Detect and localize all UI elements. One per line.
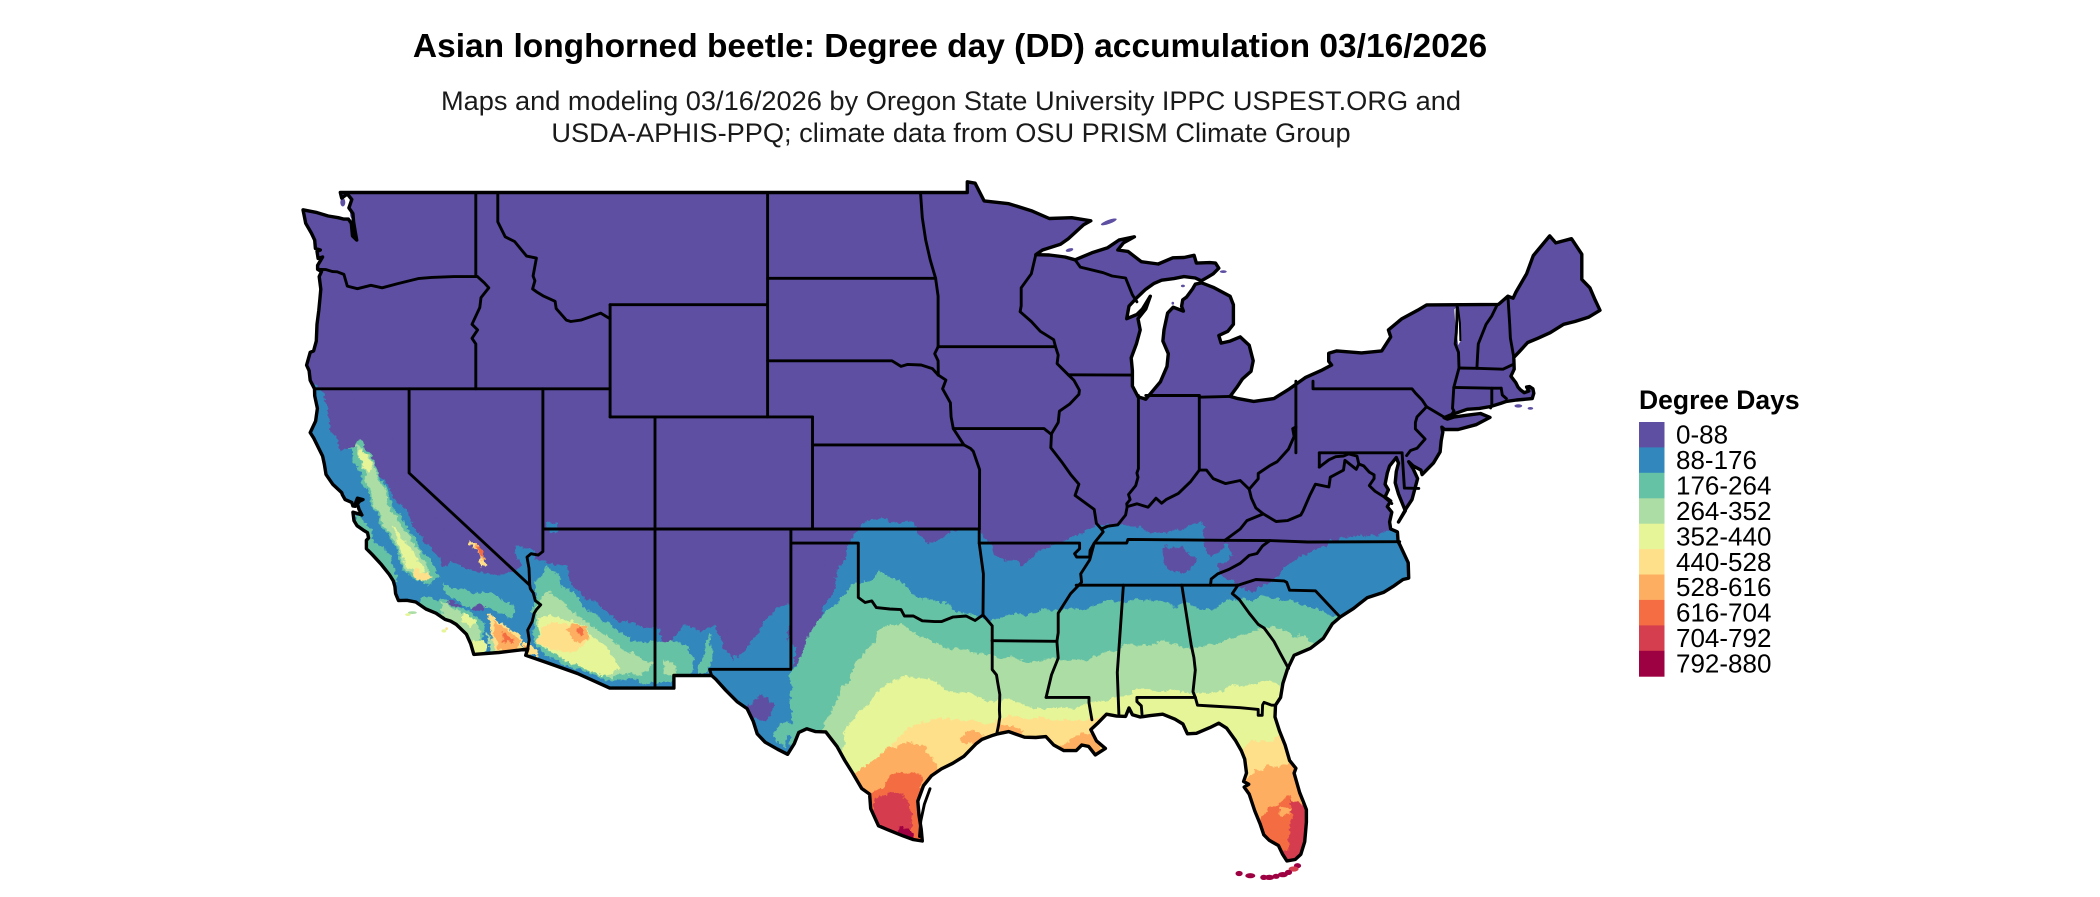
svg-text:0-88: 0-88 bbox=[1676, 420, 1728, 450]
svg-text:792-880: 792-880 bbox=[1676, 649, 1771, 679]
svg-text:88-176: 88-176 bbox=[1676, 445, 1757, 475]
svg-text:264-352: 264-352 bbox=[1676, 496, 1771, 526]
svg-text:176-264: 176-264 bbox=[1676, 471, 1771, 501]
svg-text:Degree Days: Degree Days bbox=[1639, 385, 1800, 415]
svg-text:528-616: 528-616 bbox=[1676, 572, 1771, 602]
svg-text:704-792: 704-792 bbox=[1676, 623, 1771, 653]
svg-text:616-704: 616-704 bbox=[1676, 598, 1771, 628]
svg-text:Maps and modeling 03/16/2026 b: Maps and modeling 03/16/2026 by Oregon S… bbox=[441, 85, 1461, 116]
svg-text:352-440: 352-440 bbox=[1676, 521, 1771, 551]
svg-text:Asian longhorned beetle: Degre: Asian longhorned beetle: Degree day (DD)… bbox=[413, 28, 1487, 65]
svg-text:440-528: 440-528 bbox=[1676, 547, 1771, 577]
svg-text:USDA-APHIS-PPQ; climate data f: USDA-APHIS-PPQ; climate data from OSU PR… bbox=[551, 117, 1350, 148]
